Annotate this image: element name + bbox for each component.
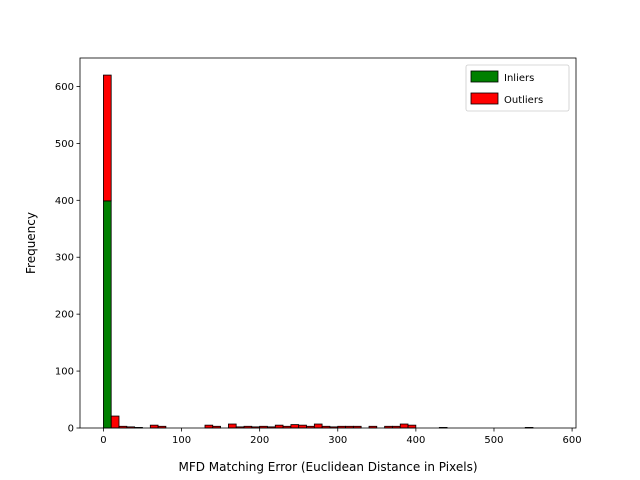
y-tick-label: 200 (55, 310, 74, 321)
y-tick-label: 500 (55, 139, 74, 150)
x-tick-label: 500 (484, 435, 503, 446)
x-tick-label: 600 (563, 435, 582, 446)
bar-outliers-7 (204, 424, 214, 429)
x-tick-label: 0 (100, 435, 106, 446)
bar-inliers-0 (103, 200, 112, 429)
x-axis: 0 100 200 300 400 500 600 (100, 428, 582, 446)
legend-swatch-inliers (470, 70, 499, 83)
bar-outliers-5 (149, 424, 159, 429)
bar-outliers-15 (274, 424, 284, 429)
bar-outliers-17 (290, 424, 300, 429)
bars-layer (103, 74, 534, 429)
bar-outliers-1 (110, 415, 120, 429)
y-tick-label: 600 (55, 82, 74, 93)
y-tick-label: 300 (55, 253, 74, 264)
y-axis: 0 100 200 300 400 500 600 (55, 82, 80, 435)
y-tick-label: 400 (55, 196, 74, 207)
x-tick-label: 200 (250, 435, 269, 446)
bar-outliers-20 (313, 423, 323, 429)
legend: Inliers Outliers (465, 64, 570, 112)
bar-outliers-0 (103, 74, 112, 202)
legend-swatch-outliers (470, 92, 499, 105)
bar-outliers-18 (298, 424, 307, 429)
x-tick-label: 300 (328, 435, 347, 446)
bar-outliers-29 (399, 423, 409, 429)
bar-outliers-9 (228, 423, 237, 429)
y-tick-label: 100 (55, 367, 74, 378)
x-axis-label: MFD Matching Error (Euclidean Distance i… (179, 460, 478, 474)
bar-outliers-30 (407, 424, 417, 429)
x-tick-label: 100 (172, 435, 191, 446)
y-tick-label: 0 (68, 424, 74, 435)
legend-label-outliers: Outliers (504, 95, 543, 106)
x-tick-label: 400 (406, 435, 425, 446)
y-axis-label: Frequency (24, 212, 38, 274)
axes-frame (79, 57, 577, 429)
legend-label-inliers: Inliers (504, 73, 534, 84)
